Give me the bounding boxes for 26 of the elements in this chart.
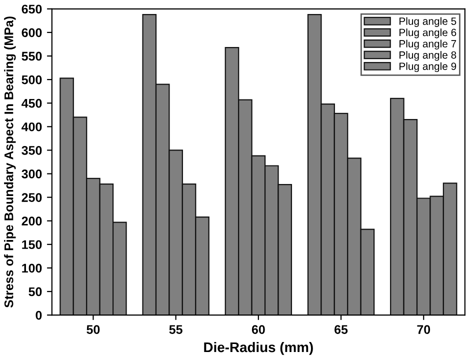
x-tick-label: 50 (86, 325, 100, 334)
legend-label: Plug angle 7 (400, 40, 456, 50)
x-tick-label: 60 (252, 325, 265, 334)
y-tick-label: 400 (22, 122, 42, 132)
y-tick-label: 500 (22, 75, 42, 84)
legend-label: Plug angle 6 (400, 28, 456, 38)
x-axis-title: Die-Radius (mm) (204, 342, 313, 355)
x-tick-label: 65 (334, 325, 348, 334)
legend-label: Plug angle 8 (400, 51, 456, 61)
x-tick-label: 55 (169, 325, 182, 334)
y-tick-label: 550 (22, 52, 42, 61)
y-tick-label: 50 (28, 287, 42, 296)
legend-label: Plug angle 9 (400, 62, 456, 72)
y-tick-label: 200 (22, 216, 42, 226)
y-tick-label: 450 (22, 98, 42, 108)
y-tick-label: 150 (22, 240, 42, 250)
y-tick-label: 300 (22, 170, 42, 178)
legend-label: Plug angle 5 (400, 17, 456, 27)
y-tick-label: 350 (22, 146, 42, 155)
y-tick-label: 600 (22, 28, 42, 38)
y-tick-label: 0 (36, 310, 42, 320)
y-tick-label: 250 (22, 193, 42, 202)
y-tick-label: 100 (22, 264, 42, 273)
x-tick-label: 70 (417, 325, 430, 334)
y-tick-label: 650 (22, 4, 42, 14)
y-axis-title: Stress of Pipe Boundary Aspect In Bearing (MPa) (4, 16, 16, 308)
